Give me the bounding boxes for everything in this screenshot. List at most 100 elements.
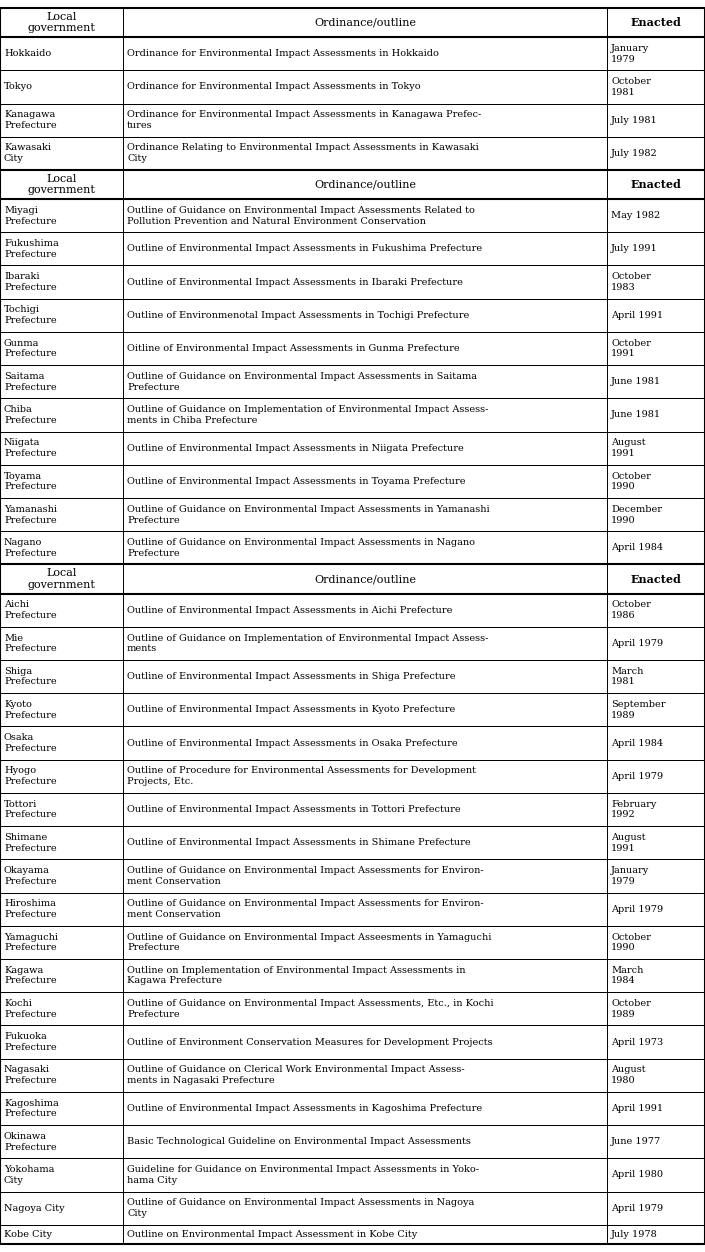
Text: Miyagi
Prefecture: Miyagi Prefecture bbox=[4, 205, 56, 225]
Text: Aichi
Prefecture: Aichi Prefecture bbox=[4, 600, 56, 620]
Text: Outline of Guidance on Implementation of Environmental Impact Assess-
ments in C: Outline of Guidance on Implementation of… bbox=[127, 406, 489, 424]
Text: January
1979: January 1979 bbox=[611, 866, 649, 886]
Text: October
1989: October 1989 bbox=[611, 999, 651, 1019]
Text: July 1982: July 1982 bbox=[611, 149, 658, 158]
Text: Hokkaido: Hokkaido bbox=[4, 49, 51, 58]
Text: April 1991: April 1991 bbox=[611, 1104, 663, 1113]
Text: Outline of Environmental Impact Assessments in Fukushima Prefecture: Outline of Environmental Impact Assessme… bbox=[127, 244, 482, 253]
Text: Outline of Environmenotal Impact Assessments in Tochigi Prefecture: Outline of Environmenotal Impact Assessm… bbox=[127, 310, 470, 319]
Text: June 1981: June 1981 bbox=[611, 411, 661, 419]
Text: Outline of Guidance on Environmental Impact Assessments in Saitama
Prefecture: Outline of Guidance on Environmental Imp… bbox=[127, 372, 477, 392]
Text: Oitline of Environmental Impact Assessments in Gunma Prefecture: Oitline of Environmental Impact Assessme… bbox=[127, 344, 460, 353]
Text: Tochigi
Prefecture: Tochigi Prefecture bbox=[4, 305, 56, 326]
Text: March
1984: March 1984 bbox=[611, 965, 644, 985]
Text: Kochi
Prefecture: Kochi Prefecture bbox=[4, 999, 56, 1019]
Text: Ordinance for Environmental Impact Assessments in Tokyo: Ordinance for Environmental Impact Asses… bbox=[127, 83, 421, 91]
Text: Ordinance Relating to Environmental Impact Assessments in Kawasaki
City: Ordinance Relating to Environmental Impa… bbox=[127, 144, 479, 163]
Text: January
1979: January 1979 bbox=[611, 44, 649, 64]
Text: Gunma
Prefecture: Gunma Prefecture bbox=[4, 338, 56, 358]
Text: April 1979: April 1979 bbox=[611, 905, 663, 914]
Text: April 1979: April 1979 bbox=[611, 1203, 663, 1213]
Text: Outline of Environment Conservation Measures for Development Projects: Outline of Environment Conservation Meas… bbox=[127, 1038, 493, 1047]
Text: Shimane
Prefecture: Shimane Prefecture bbox=[4, 833, 56, 853]
Text: October
1990: October 1990 bbox=[611, 933, 651, 953]
Text: April 1980: April 1980 bbox=[611, 1171, 663, 1179]
Text: Kanagawa
Prefecture: Kanagawa Prefecture bbox=[4, 110, 56, 130]
Text: Ordinance/outline: Ordinance/outline bbox=[314, 573, 416, 583]
Text: April 1991: April 1991 bbox=[611, 310, 663, 319]
Text: Ordinance for Environmental Impact Assessments in Kanagawa Prefec-
tures: Ordinance for Environmental Impact Asses… bbox=[127, 110, 482, 130]
Text: October
1981: October 1981 bbox=[611, 78, 651, 96]
Text: Yokohama
City: Yokohama City bbox=[4, 1166, 54, 1184]
Text: Kawasaki
City: Kawasaki City bbox=[4, 144, 51, 163]
Text: Enacted: Enacted bbox=[630, 179, 682, 190]
Text: July 1978: July 1978 bbox=[611, 1229, 658, 1239]
Text: Outline of Environmental Impact Assessments in Ibaraki Prefecture: Outline of Environmental Impact Assessme… bbox=[127, 278, 463, 287]
Text: December
1990: December 1990 bbox=[611, 505, 662, 525]
Text: Kagawa
Prefecture: Kagawa Prefecture bbox=[4, 965, 56, 985]
Text: Chiba
Prefecture: Chiba Prefecture bbox=[4, 406, 56, 424]
Text: Outline of Procedure for Environmental Assessments for Development
Projects, Etc: Outline of Procedure for Environmental A… bbox=[127, 766, 476, 786]
Text: Enacted: Enacted bbox=[630, 18, 682, 28]
Text: Kagoshima
Prefecture: Kagoshima Prefecture bbox=[4, 1099, 59, 1118]
Text: Outline of Environmental Impact Assessments in Niigata Prefecture: Outline of Environmental Impact Assessme… bbox=[127, 443, 464, 453]
Text: Kyoto
Prefecture: Kyoto Prefecture bbox=[4, 700, 56, 720]
Text: September
1989: September 1989 bbox=[611, 700, 666, 720]
Text: Hiroshima
Prefecture: Hiroshima Prefecture bbox=[4, 899, 56, 919]
Text: Outline of Guidance on Environmental Impact Assessments, Etc., in Kochi
Prefectu: Outline of Guidance on Environmental Imp… bbox=[127, 999, 494, 1019]
Text: Outline of Guidance on Environmental Impact Assessments for Environ-
ment Conser: Outline of Guidance on Environmental Imp… bbox=[127, 899, 484, 919]
Text: Guideline for Guidance on Environmental Impact Assessments in Yoko-
hama City: Guideline for Guidance on Environmental … bbox=[127, 1166, 479, 1184]
Text: August
1991: August 1991 bbox=[611, 438, 646, 458]
Text: October
1990: October 1990 bbox=[611, 472, 651, 491]
Text: Yamaguchi
Prefecture: Yamaguchi Prefecture bbox=[4, 933, 58, 953]
Text: Ordinance/outline: Ordinance/outline bbox=[314, 179, 416, 189]
Text: Nagano
Prefecture: Nagano Prefecture bbox=[4, 538, 56, 557]
Text: Okayama
Prefecture: Okayama Prefecture bbox=[4, 866, 56, 886]
Text: June 1977: June 1977 bbox=[611, 1137, 661, 1147]
Text: Outline of Environmental Impact Assessments in Shiga Prefecture: Outline of Environmental Impact Assessme… bbox=[127, 672, 455, 681]
Text: Mie
Prefecture: Mie Prefecture bbox=[4, 634, 56, 654]
Text: Fukushima
Prefecture: Fukushima Prefecture bbox=[4, 239, 59, 259]
Text: Saitama
Prefecture: Saitama Prefecture bbox=[4, 372, 56, 392]
Text: Outline of Guidance on Environmental Impact Assessments Related to
Pollution Pre: Outline of Guidance on Environmental Imp… bbox=[127, 205, 475, 225]
Text: Ordinance/outline: Ordinance/outline bbox=[314, 18, 416, 28]
Text: Yamanashi
Prefecture: Yamanashi Prefecture bbox=[4, 505, 57, 525]
Text: June 1981: June 1981 bbox=[611, 377, 661, 387]
Text: Osaka
Prefecture: Osaka Prefecture bbox=[4, 734, 56, 752]
Text: February
1992: February 1992 bbox=[611, 800, 656, 819]
Text: Nagasaki
Prefecture: Nagasaki Prefecture bbox=[4, 1065, 56, 1085]
Text: April 1973: April 1973 bbox=[611, 1038, 663, 1047]
Text: Kobe City: Kobe City bbox=[4, 1229, 52, 1239]
Text: Okinawa
Prefecture: Okinawa Prefecture bbox=[4, 1132, 56, 1152]
Text: Ibaraki
Prefecture: Ibaraki Prefecture bbox=[4, 272, 56, 292]
Text: Ordinance for Environmental Impact Assessments in Hokkaido: Ordinance for Environmental Impact Asses… bbox=[127, 49, 439, 58]
Text: Outline of Guidance on Environmental Impact Assessments in Nagano
Prefecture: Outline of Guidance on Environmental Imp… bbox=[127, 538, 475, 557]
Text: August
1980: August 1980 bbox=[611, 1065, 646, 1085]
Text: Outline on Environmental Impact Assessment in Kobe City: Outline on Environmental Impact Assessme… bbox=[127, 1229, 417, 1239]
Text: August
1991: August 1991 bbox=[611, 833, 646, 853]
Text: Hyogo
Prefecture: Hyogo Prefecture bbox=[4, 766, 56, 786]
Text: April 1984: April 1984 bbox=[611, 543, 663, 552]
Text: Outline of Guidance on Environmental Impact Assessments for Environ-
ment Conser: Outline of Guidance on Environmental Imp… bbox=[127, 866, 484, 886]
Text: Outline on Implementation of Environmental Impact Assessments in
Kagawa Prefectu: Outline on Implementation of Environment… bbox=[127, 965, 465, 985]
Text: Toyama
Prefecture: Toyama Prefecture bbox=[4, 472, 56, 491]
Text: July 1981: July 1981 bbox=[611, 115, 658, 125]
Text: October
1986: October 1986 bbox=[611, 600, 651, 620]
Text: October
1983: October 1983 bbox=[611, 272, 651, 292]
Text: Shiga
Prefecture: Shiga Prefecture bbox=[4, 667, 56, 686]
Text: July 1991: July 1991 bbox=[611, 244, 658, 253]
Text: Local
government: Local government bbox=[27, 11, 95, 34]
Text: Outline of Environmental Impact Assessments in Aichi Prefecture: Outline of Environmental Impact Assessme… bbox=[127, 606, 453, 615]
Text: Outline of Guidance on Implementation of Environmental Impact Assess-
ments: Outline of Guidance on Implementation of… bbox=[127, 634, 489, 654]
Text: Tottori
Prefecture: Tottori Prefecture bbox=[4, 800, 56, 819]
Text: Local
government: Local government bbox=[27, 568, 95, 590]
Text: Outline of Environmental Impact Assessments in Toyama Prefecture: Outline of Environmental Impact Assessme… bbox=[127, 477, 465, 486]
Text: April 1979: April 1979 bbox=[611, 771, 663, 781]
Text: Outline of Guidance on Environmental Impact Assessments in Nagoya
City: Outline of Guidance on Environmental Imp… bbox=[127, 1198, 474, 1218]
Text: Basic Technological Guideline on Environmental Impact Assessments: Basic Technological Guideline on Environ… bbox=[127, 1137, 471, 1147]
Text: March
1981: March 1981 bbox=[611, 667, 644, 686]
Text: Fukuoka
Prefecture: Fukuoka Prefecture bbox=[4, 1032, 56, 1052]
Text: Local
government: Local government bbox=[27, 174, 95, 195]
Text: Outline of Guidance on Environmental Impact Assessments in Yamanashi
Prefecture: Outline of Guidance on Environmental Imp… bbox=[127, 505, 490, 525]
Text: April 1984: April 1984 bbox=[611, 739, 663, 747]
